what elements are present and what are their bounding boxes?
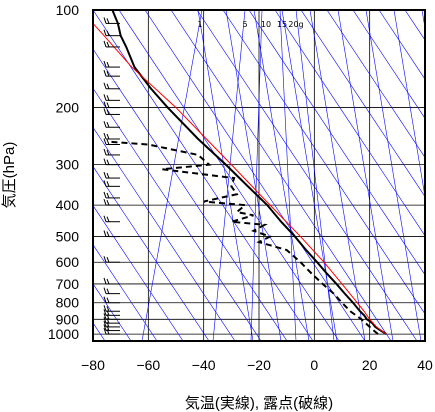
x-tick-label: 0 bbox=[310, 357, 318, 373]
series-parcel-line bbox=[93, 23, 387, 335]
moist-adiabat-line bbox=[337, 10, 394, 341]
mixing-ratio-label: 20g bbox=[288, 20, 303, 29]
wind-barb bbox=[103, 171, 120, 179]
moist-adiabat-line bbox=[253, 10, 310, 341]
dry-adiabat-line bbox=[326, 10, 425, 158]
wind-barb bbox=[103, 148, 120, 156]
wind-barb bbox=[103, 121, 120, 128]
y-tick-label: 800 bbox=[56, 295, 80, 311]
wind-barb bbox=[103, 158, 120, 166]
wind-barb bbox=[103, 287, 120, 295]
dry-adiabat-line bbox=[93, 126, 236, 341]
wind-barb bbox=[103, 277, 120, 285]
y-tick-label: 400 bbox=[56, 197, 80, 213]
dry-adiabat-line bbox=[196, 10, 418, 341]
wind-barb bbox=[103, 324, 120, 332]
mixing-ratio-line bbox=[141, 10, 203, 341]
wind-barb bbox=[103, 82, 120, 90]
x-tick-label: −20 bbox=[247, 357, 271, 373]
adiabat-and-mixing-lines bbox=[93, 10, 425, 341]
y-axis-title: 気圧(hPa) bbox=[1, 142, 18, 209]
x-tick-label: −60 bbox=[136, 357, 160, 373]
dry-adiabat-line bbox=[352, 10, 425, 119]
dry-adiabat-line bbox=[93, 165, 210, 341]
moist-adiabat-line bbox=[309, 10, 366, 341]
x-tick-label: 40 bbox=[417, 357, 433, 373]
wind-barb bbox=[103, 60, 120, 68]
moist-adiabat-line bbox=[197, 10, 254, 341]
y-tick-label: 600 bbox=[56, 254, 80, 270]
wind-barb bbox=[103, 108, 120, 115]
y-tick-label: 500 bbox=[56, 229, 80, 245]
mixing-ratio-line bbox=[212, 10, 246, 341]
wind-barb bbox=[103, 17, 120, 24]
wind-barb bbox=[103, 296, 120, 304]
wind-barb bbox=[103, 256, 120, 263]
wind-barb bbox=[103, 40, 120, 48]
moist-adiabat-line bbox=[281, 10, 338, 341]
wind-barb bbox=[103, 29, 120, 37]
y-tick-label: 100 bbox=[56, 2, 80, 18]
dry-adiabat-line bbox=[93, 87, 262, 341]
wind-barbs bbox=[103, 17, 120, 335]
plot-frame bbox=[92, 9, 426, 342]
moist-adiabat-line bbox=[365, 10, 422, 341]
wind-barb bbox=[103, 101, 120, 109]
wind-barb bbox=[103, 138, 120, 146]
dry-adiabat-line bbox=[222, 10, 425, 315]
wind-barb bbox=[103, 230, 120, 238]
moist-adiabat-line bbox=[393, 10, 425, 199]
mixing-ratio-label: 10 bbox=[261, 20, 271, 29]
x-axis-title: 気温(実線), 露点(破線) bbox=[185, 395, 333, 412]
y-tick-label: 900 bbox=[56, 311, 80, 327]
dry-adiabat-line bbox=[144, 10, 366, 341]
mixing-ratio-line bbox=[279, 10, 297, 341]
dry-adiabat-line bbox=[274, 10, 425, 237]
wind-barb bbox=[103, 305, 120, 312]
profile-series bbox=[93, 10, 387, 335]
wind-barb bbox=[103, 198, 120, 206]
x-tick-label: 20 bbox=[362, 357, 378, 373]
wind-barb bbox=[103, 70, 120, 77]
mixing-ratio-label: 5 bbox=[242, 20, 247, 29]
dry-adiabat-line bbox=[300, 10, 425, 198]
x-tick-labels: −80 −60 −40 −20 0 20 40 bbox=[81, 357, 433, 373]
mixing-ratio-labels: 1 5 10 15 20g bbox=[197, 20, 303, 29]
wind-barb bbox=[103, 180, 120, 187]
x-tick-label: −80 bbox=[81, 357, 105, 373]
wind-barb bbox=[103, 215, 120, 223]
dry-adiabat-line bbox=[248, 10, 425, 276]
dry-adiabat-line bbox=[378, 10, 425, 80]
y-tick-label: 200 bbox=[56, 100, 80, 116]
mixing-ratio-label: 15 bbox=[277, 20, 287, 29]
dry-adiabat-line bbox=[170, 10, 392, 341]
wind-barb bbox=[103, 94, 120, 101]
mixing-ratio-label: 1 bbox=[197, 20, 202, 29]
wind-barb bbox=[103, 132, 120, 140]
mixing-ratio-line bbox=[250, 10, 263, 341]
y-tick-label: 300 bbox=[56, 157, 80, 173]
series-temperature-line bbox=[111, 10, 387, 335]
x-tick-label: −40 bbox=[192, 357, 216, 373]
wind-barb bbox=[103, 191, 120, 199]
y-tick-label: 700 bbox=[56, 276, 80, 292]
wind-barb bbox=[103, 327, 120, 335]
moist-adiabat-line bbox=[225, 10, 282, 341]
y-tick-label: 1000 bbox=[48, 326, 79, 342]
dry-adiabat-line bbox=[93, 244, 158, 341]
dry-adiabat-line bbox=[93, 283, 132, 341]
dry-adiabat-line bbox=[93, 48, 288, 341]
series-dewpoint-line bbox=[109, 140, 379, 335]
dry-adiabat-line bbox=[93, 205, 184, 341]
